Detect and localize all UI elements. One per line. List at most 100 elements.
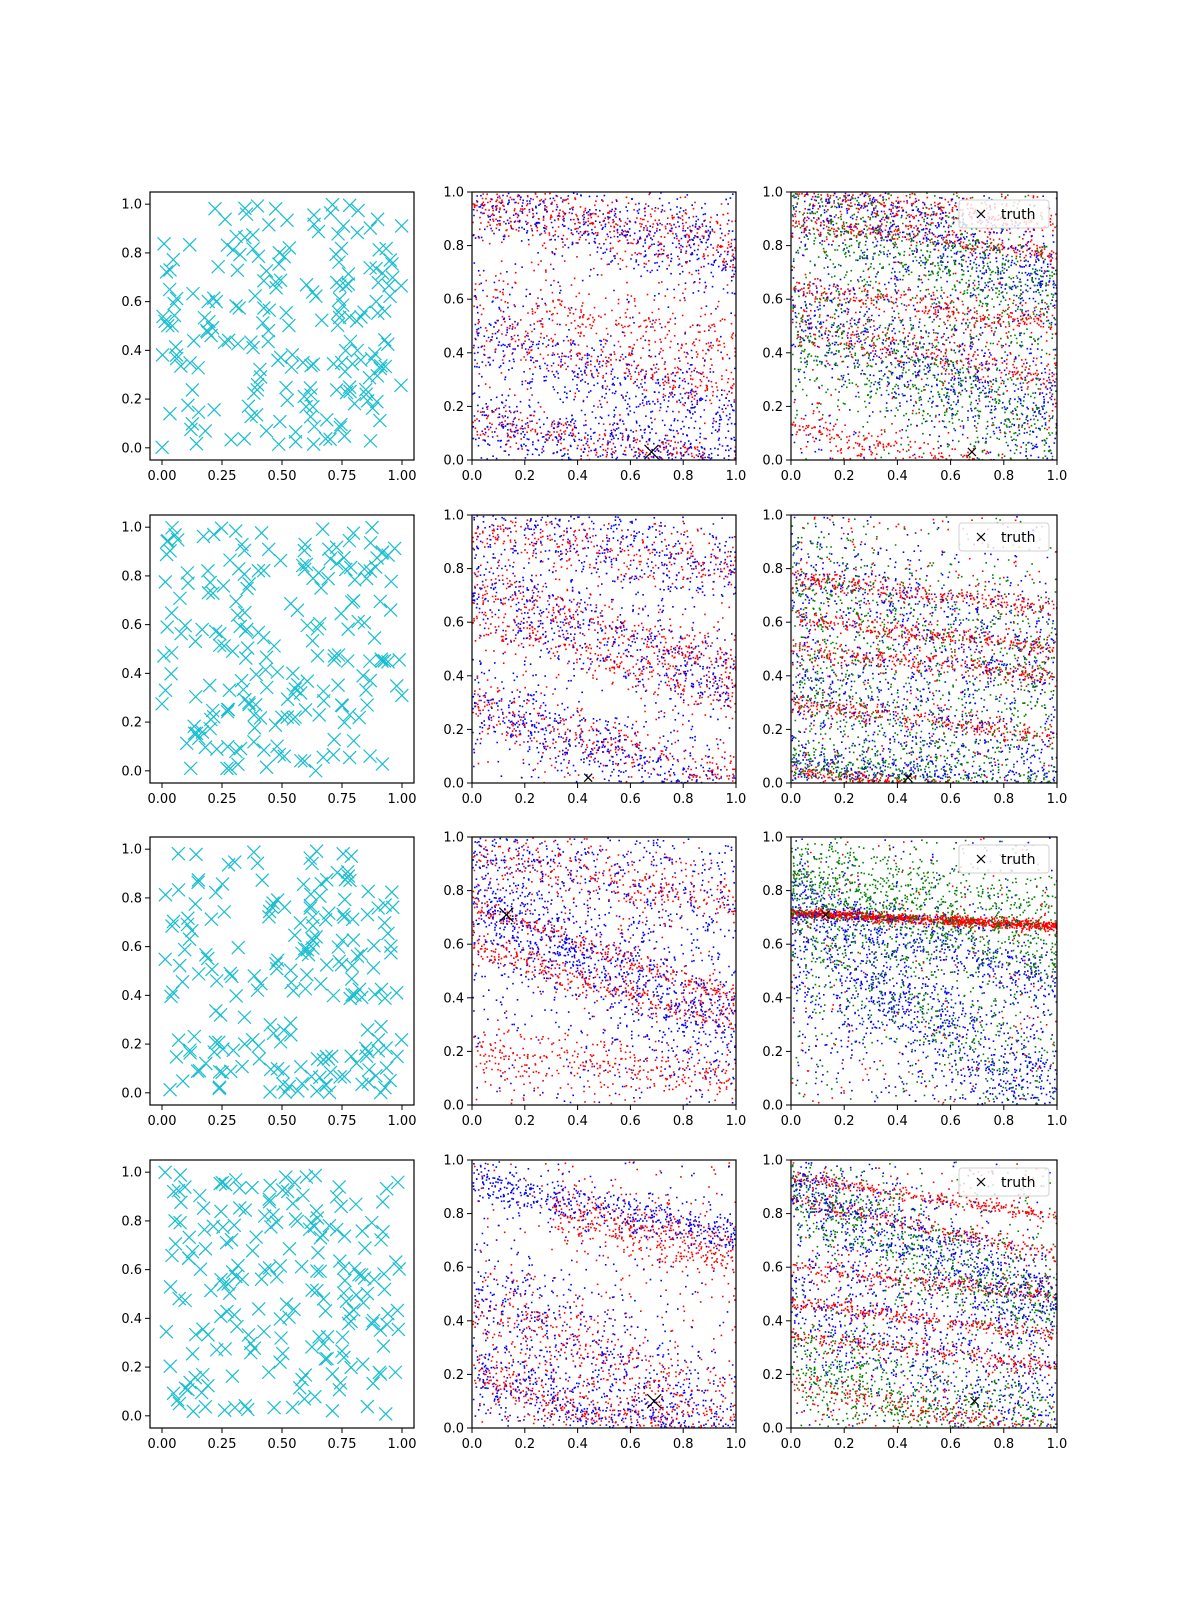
- sample-x-marker: [377, 1282, 392, 1297]
- y-tick-label: 0.6: [121, 295, 142, 310]
- sample-x-marker: [279, 305, 294, 320]
- sample-x-marker: [259, 650, 274, 665]
- sample-x-marker: [266, 1026, 281, 1041]
- sample-x-marker: [301, 947, 316, 962]
- plot-area: [155, 520, 409, 778]
- sample-x-marker: [265, 900, 279, 914]
- x-tick-label: 0.50: [268, 469, 297, 484]
- sample-x-marker: [261, 217, 276, 232]
- sample-x-marker: [160, 620, 175, 634]
- x-tick-label: 0.6: [620, 1437, 641, 1452]
- sample-x-marker: [205, 962, 219, 977]
- sample-x-marker: [221, 333, 236, 348]
- sample-x-marker: [201, 294, 216, 309]
- sample-x-marker: [332, 310, 347, 325]
- sample-x-marker: [377, 653, 392, 668]
- x-tick-label: 0.0: [462, 1437, 483, 1452]
- sample-x-marker: [371, 901, 386, 915]
- y-tick-label: 0.0: [762, 777, 783, 792]
- sample-x-marker: [336, 907, 351, 922]
- x-tick-label: 0.6: [620, 1114, 641, 1129]
- sample-x-marker: [337, 910, 352, 925]
- sample-x-marker: [218, 1177, 233, 1192]
- y-tick-label: 1.0: [762, 509, 783, 524]
- sample-x-marker: [240, 581, 255, 596]
- truth-marker: [646, 1393, 662, 1409]
- sample-x-marker: [284, 360, 299, 375]
- sample-x-marker: [237, 230, 252, 245]
- x-tick-label: 1.0: [1047, 469, 1068, 484]
- sample-x-marker: [211, 259, 226, 274]
- sample-x-marker: [192, 1063, 207, 1078]
- sample-x-marker: [202, 678, 217, 693]
- y-tick-label: 0.6: [762, 616, 783, 631]
- sample-x-marker: [158, 887, 173, 902]
- sample-x-marker: [166, 914, 181, 929]
- sample-x-marker: [275, 710, 289, 725]
- sample-x-marker: [227, 1400, 242, 1415]
- y-tick-label: 0.8: [762, 562, 783, 577]
- sample-x-marker: [343, 991, 358, 1006]
- sample-x-marker: [290, 603, 305, 618]
- sample-x-marker: [351, 203, 365, 218]
- sample-x-marker: [323, 432, 338, 447]
- sample-x-marker: [394, 688, 409, 703]
- y-tick-label: 0.4: [443, 1314, 464, 1329]
- sample-x-marker: [240, 641, 255, 656]
- sample-x-marker: [353, 353, 368, 368]
- sample-x-marker: [187, 1029, 202, 1044]
- sample-x-marker: [212, 1080, 227, 1095]
- sample-x-marker: [327, 649, 342, 663]
- y-tick-label: 1.0: [121, 1166, 142, 1181]
- y-tick-label: 0.4: [121, 989, 142, 1004]
- sample-x-marker: [231, 757, 245, 772]
- sample-x-marker: [180, 911, 195, 926]
- sample-x-marker: [390, 1303, 405, 1318]
- sample-x-marker: [238, 651, 253, 666]
- sample-x-marker: [195, 622, 210, 637]
- sample-x-marker: [226, 242, 241, 257]
- sample-x-marker: [191, 966, 206, 981]
- sample-x-marker: [180, 917, 195, 932]
- sample-x-marker: [198, 423, 213, 438]
- sample-x-marker: [360, 698, 375, 712]
- x-tick-label: 0.8: [993, 1114, 1014, 1129]
- legend-label: truth: [1001, 207, 1035, 223]
- sample-x-marker: [311, 1245, 325, 1260]
- plot-area: [472, 515, 736, 783]
- x-tick-label: 0.75: [328, 1437, 357, 1452]
- sample-x-marker: [299, 557, 314, 572]
- sample-x-marker: [162, 282, 177, 297]
- sample-x-marker: [363, 260, 378, 275]
- sample-x-marker: [251, 249, 266, 264]
- sample-x-marker: [374, 1232, 388, 1247]
- sample-x-marker: [362, 1062, 376, 1077]
- sample-x-marker: [182, 237, 197, 252]
- sample-x-marker: [155, 440, 170, 455]
- sample-x-marker: [285, 1400, 300, 1415]
- y-tick-label: 1.0: [121, 198, 142, 213]
- sample-x-marker: [232, 300, 247, 315]
- sample-x-marker: [312, 1330, 326, 1344]
- sample-x-marker: [262, 1194, 277, 1209]
- sample-x-marker: [337, 1229, 352, 1244]
- y-tick-label: 0.8: [121, 891, 142, 906]
- sample-x-marker: [230, 1319, 244, 1334]
- sample-x-marker: [299, 277, 314, 292]
- sample-x-marker: [329, 1189, 344, 1204]
- sample-x-marker: [174, 626, 189, 641]
- x-tick-label: 1.0: [1047, 1114, 1068, 1129]
- sample-x-marker: [282, 1241, 297, 1256]
- sample-x-marker: [375, 757, 390, 771]
- sample-x-marker: [322, 1085, 337, 1100]
- sample-x-marker: [246, 845, 261, 860]
- sample-x-marker: [165, 520, 179, 535]
- sample-x-marker: [237, 605, 252, 620]
- sample-x-marker: [270, 665, 285, 679]
- sample-x-marker: [256, 273, 271, 288]
- sample-x-marker: [391, 1322, 406, 1337]
- plot-area: [791, 837, 1057, 1105]
- sample-x-marker: [271, 437, 286, 452]
- sample-x-marker: [341, 1316, 356, 1331]
- sample-x-marker: [261, 334, 276, 349]
